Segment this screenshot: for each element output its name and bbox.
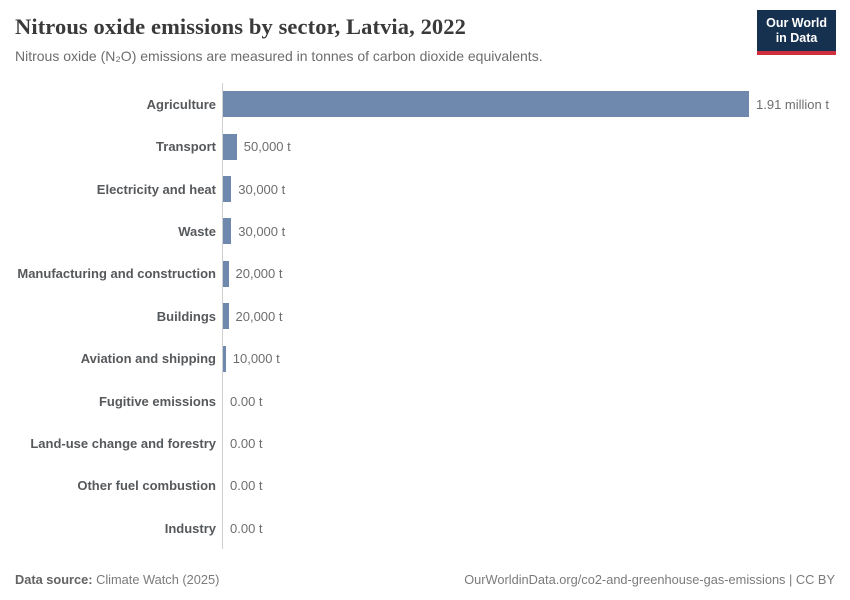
bar[interactable] — [223, 176, 232, 203]
chart-footer: Data source: Climate Watch (2025) OurWor… — [15, 572, 835, 587]
value-label: 50,000 t — [243, 139, 291, 155]
chart-row: Other fuel combustion 0.00 t — [15, 464, 850, 508]
bar-track: 50,000 t — [222, 125, 850, 168]
title-block: Nitrous oxide emissions by sector, Latvi… — [15, 13, 543, 64]
bar-track: 1.91 million t — [222, 83, 850, 126]
chart-row: Transport 50,000 t — [15, 125, 850, 168]
chart-row: Agriculture 1.91 million t — [15, 83, 850, 126]
chart-rows: Agriculture 1.91 million t Transport 50,000… — [15, 83, 850, 550]
bar-track: 0.00 t — [222, 507, 850, 550]
chart-row: Waste 30,000 t — [15, 210, 850, 253]
bar-track: 20,000 t — [222, 252, 850, 296]
chart-header: Nitrous oxide emissions by sector, Latvi… — [0, 0, 850, 64]
page-subtitle: Nitrous oxide (N₂O) emissions are measur… — [15, 48, 543, 65]
bar-track: 20,000 t — [222, 295, 850, 338]
chart-row: Aviation and shipping 10,000 t — [15, 337, 850, 380]
chart-row: Electricity and heat 30,000 t — [15, 167, 850, 211]
page-title: Nitrous oxide emissions by sector, Latvi… — [15, 14, 466, 39]
category-label: Waste — [178, 223, 216, 239]
bar-track: 10,000 t — [222, 337, 850, 380]
owid-logo[interactable]: Our World in Data — [757, 10, 836, 55]
bar[interactable] — [223, 133, 237, 160]
bar[interactable] — [223, 303, 229, 330]
owid-logo-line2: in Data — [775, 31, 818, 45]
value-label: 0.00 t — [230, 478, 263, 494]
value-label: 20,000 t — [235, 266, 283, 282]
bar[interactable] — [223, 91, 749, 118]
data-source: Data source: Climate Watch (2025) — [15, 572, 219, 587]
category-label: Industry — [164, 520, 216, 536]
value-label: 0.00 t — [230, 393, 263, 409]
category-label: Land-use change and forestry — [30, 435, 216, 451]
credit-link[interactable]: OurWorldinData.org/co2-and-greenhouse-ga… — [464, 572, 835, 587]
value-label: 30,000 t — [238, 181, 286, 197]
bar-chart: Agriculture 1.91 million t Transport 50,000… — [0, 83, 850, 550]
bar-track: 30,000 t — [222, 167, 850, 211]
chart-row: Buildings 20,000 t — [15, 295, 850, 338]
chart-row: Fugitive emissions 0.00 t — [15, 379, 850, 423]
bar-track: 0.00 t — [222, 422, 850, 465]
bar[interactable] — [223, 218, 232, 245]
bar[interactable] — [223, 260, 229, 287]
category-label: Buildings — [156, 308, 216, 324]
chart-row: Manufacturing and construction 20,000 t — [15, 252, 850, 296]
bar-track: 0.00 t — [222, 464, 850, 508]
value-label: 10,000 t — [232, 351, 280, 367]
value-label: 20,000 t — [235, 308, 283, 324]
data-source-value: Climate Watch (2025) — [96, 572, 220, 587]
value-label: 30,000 t — [238, 223, 286, 239]
category-label: Fugitive emissions — [98, 393, 216, 409]
category-label: Other fuel combustion — [77, 478, 216, 494]
category-label: Agriculture — [146, 96, 216, 112]
category-label: Transport — [156, 139, 216, 155]
value-label: 1.91 million t — [756, 96, 829, 112]
chart-row: Industry 0.00 t — [15, 507, 850, 550]
category-label: Manufacturing and construction — [17, 266, 216, 282]
bar-track: 30,000 t — [222, 210, 850, 253]
bar-track: 0.00 t — [222, 379, 850, 423]
value-label: 0.00 t — [230, 520, 263, 536]
category-label: Electricity and heat — [96, 181, 216, 197]
category-label: Aviation and shipping — [80, 351, 216, 367]
owid-logo-line1: Our World — [766, 16, 827, 30]
data-source-label: Data source: — [15, 572, 93, 587]
value-label: 0.00 t — [230, 435, 263, 451]
bar[interactable] — [223, 345, 226, 372]
chart-row: Land-use change and forestry 0.00 t — [15, 422, 850, 465]
